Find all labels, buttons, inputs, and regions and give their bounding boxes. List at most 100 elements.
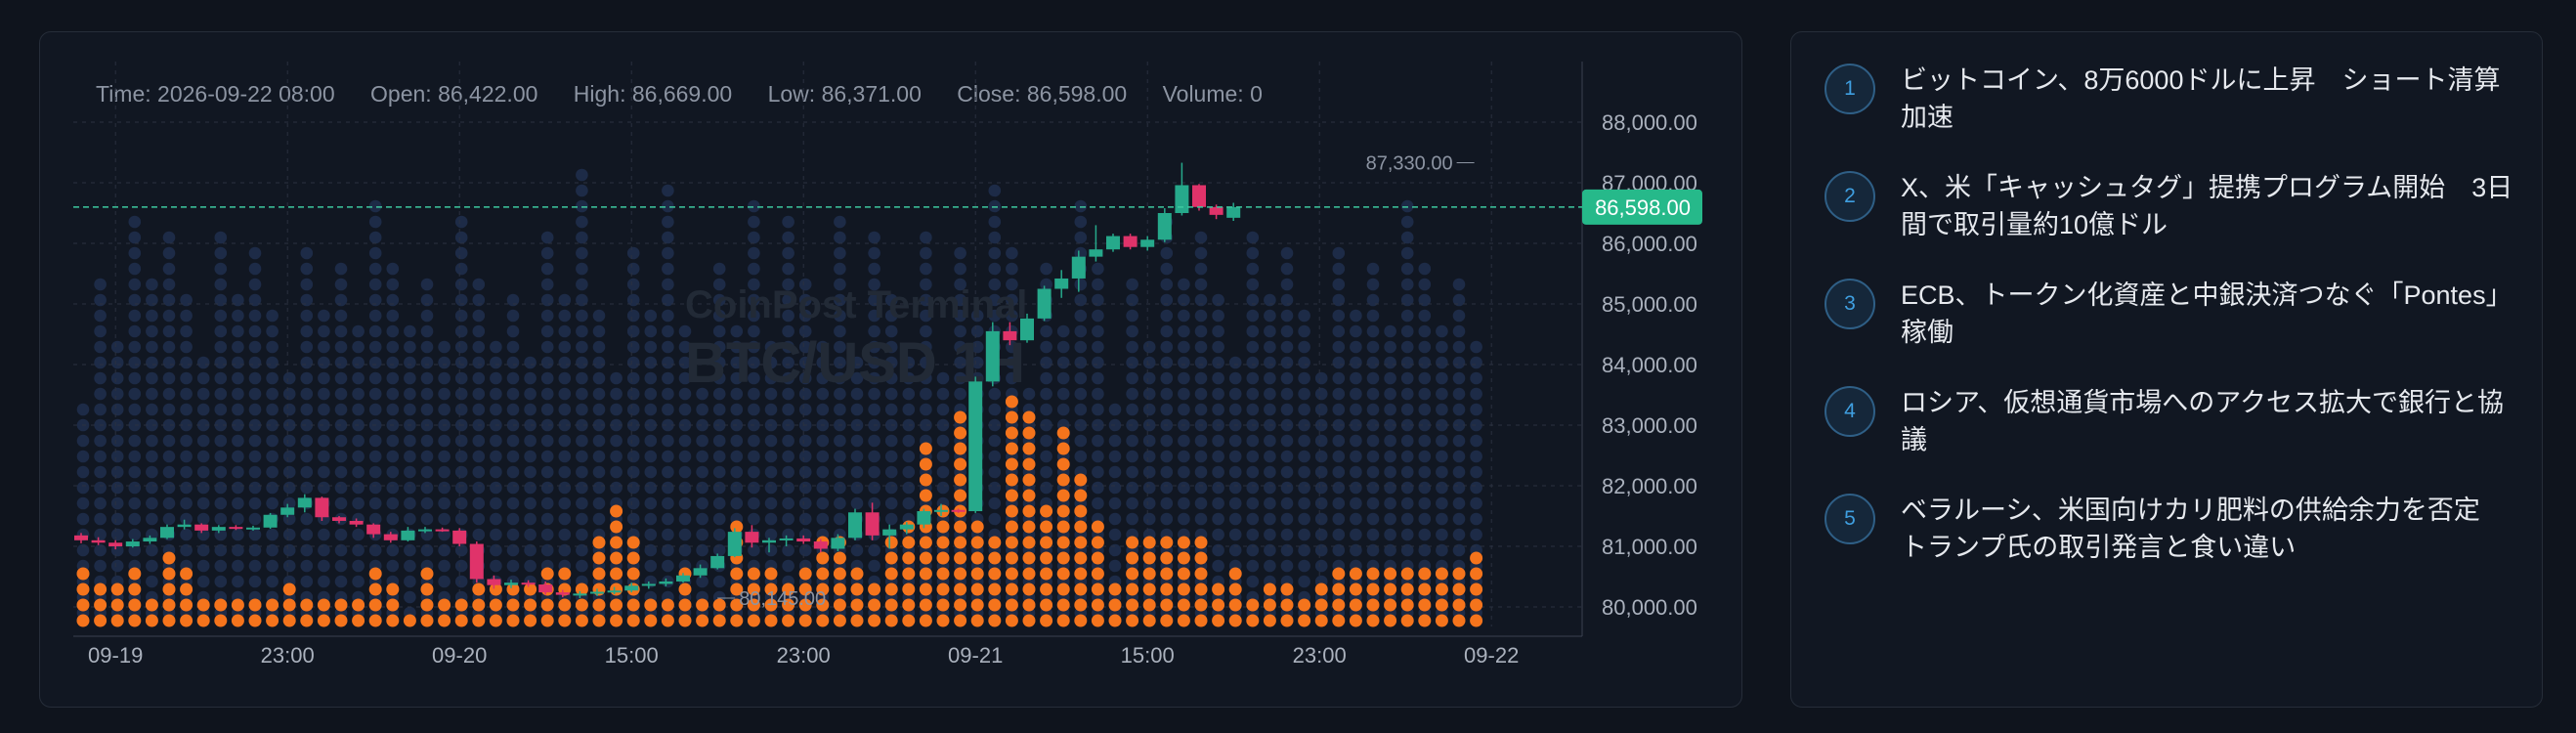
candle-body[interactable] [590,591,604,594]
candle-body[interactable] [865,512,880,536]
candle-body[interactable] [1192,185,1206,207]
candle-body[interactable] [624,585,639,591]
news-item[interactable]: 3 ECB、トークン化資産と中銀決済つなぐ「Pontes」稼働 [1825,277,2524,351]
candle-body[interactable] [246,527,260,530]
candle-body[interactable] [1209,206,1224,215]
candle-body[interactable] [676,575,690,582]
news-item[interactable]: 2 X、米「キャッシュタグ」提携プログラム開始 3日間で取引量約10億ドル [1825,169,2524,243]
candle-body[interactable] [229,527,243,530]
candle-body[interactable] [538,584,553,593]
candle-body[interactable] [401,530,415,540]
candle-body[interactable] [934,509,948,512]
price-chart[interactable]: 80,000.0081,000.0082,000.0083,000.0084,0… [40,32,1743,709]
candle-body[interactable] [573,593,587,596]
candle-body[interactable] [607,590,622,593]
candle-body[interactable] [1175,185,1189,213]
candle-body[interactable] [1020,318,1034,341]
chart-panel[interactable]: Time: 2026-09-22 08:00 Open: 86,422.00 H… [39,31,1742,708]
candle-body[interactable] [315,497,329,518]
candle-body[interactable] [125,541,140,546]
candle-body[interactable] [383,534,398,540]
candle-body[interactable] [143,538,157,542]
volume-dot-bg [1400,309,1414,323]
candle-body[interactable] [452,530,467,544]
candle-body[interactable] [1037,288,1052,319]
volume-dot-bg [110,496,124,510]
candle-body[interactable] [1157,213,1172,240]
candle-body[interactable] [882,529,897,536]
news-item[interactable]: 1 ビットコイン、8万6000ドルに上昇 ショート清算加速 [1825,62,2524,136]
candle-body[interactable] [1003,330,1017,341]
candle-body[interactable] [968,381,983,512]
news-headline[interactable]: ビットコイン、8万6000ドルに上昇 ショート清算加速 [1901,65,2501,132]
volume-dot [386,598,400,612]
candle-body[interactable] [108,542,123,546]
candle-body[interactable] [1054,278,1069,289]
news-headline[interactable]: X、米「キャッシュタグ」提携プログラム開始 3日間で取引量約10億ドル [1901,173,2513,239]
candle-body[interactable] [710,555,725,569]
candle-body[interactable] [177,524,192,528]
volume-dot-bg [454,215,468,229]
volume-dot-bg [1332,324,1346,338]
volume-dot-bg [524,528,537,541]
candle-body[interactable] [745,532,759,543]
candle-body[interactable] [263,514,278,528]
candle-body[interactable] [917,511,931,525]
candle-body[interactable] [469,543,484,580]
candle-body[interactable] [659,581,673,584]
candle-body[interactable] [1140,239,1155,247]
candle-body[interactable] [1071,256,1086,279]
candle-body[interactable] [693,568,708,576]
volume-dot [884,582,898,596]
candle-body[interactable] [332,517,346,521]
candle-body[interactable] [848,512,862,539]
news-headline[interactable]: ECB、トークン化資産と中銀決済つなぐ「Pontes」稼働 [1901,280,2512,347]
candle-body[interactable] [280,507,295,515]
candle-body[interactable] [418,529,432,532]
volume-dot [747,614,760,627]
news-headline[interactable]: ベラルーシ、米国向けカリ肥料の供給余力を否定 トランプ氏の取引発言と食い違い [1901,496,2507,562]
candle-body[interactable] [487,579,501,585]
candle-body[interactable] [435,529,450,532]
volume-dot-bg [748,387,760,401]
candle-body[interactable] [74,535,88,540]
candle-body[interactable] [211,527,226,531]
candle-body[interactable] [951,509,966,512]
candle-body[interactable] [194,524,209,531]
volume-dot [747,582,760,596]
news-item[interactable]: 4 ロシア、仮想通貨市場へのアクセス拡大で銀行と協議 [1825,384,2524,458]
candle-body[interactable] [555,592,570,595]
candle-body[interactable] [727,532,742,556]
news-item[interactable]: 5 ベラルーシ、米国向けカリ肥料の供給余力を否定 トランプ氏の取引発言と食い違い [1825,492,2524,566]
candle-body[interactable] [813,541,828,549]
candle-body[interactable] [779,538,794,540]
candle-body[interactable] [1226,206,1241,218]
candle-body[interactable] [1123,236,1138,247]
candle-body[interactable] [366,524,381,535]
volume-dot-bg [196,496,210,510]
volume-dot-bg [438,496,451,510]
candle-body[interactable] [1106,236,1120,250]
volume-dot-bg [592,403,606,416]
volume-dot-bg [834,434,846,448]
volume-dot-bg [1314,403,1328,416]
volume-dot-bg [576,340,588,354]
candle-body[interactable] [1089,249,1103,257]
candle-body[interactable] [985,330,1000,382]
candle-body[interactable] [641,583,656,586]
volume-dot [1298,598,1311,612]
news-headline[interactable]: ロシア、仮想通貨市場へのアクセス拡大で銀行と協議 [1901,388,2504,454]
candle-body[interactable] [504,582,518,585]
volume-dot [1177,582,1190,596]
volume-dot-bg [1280,293,1294,307]
volume-dot-bg [248,324,262,338]
candle-body[interactable] [831,538,845,549]
candle-body[interactable] [349,520,364,525]
candle-body[interactable] [297,497,312,508]
candle-body[interactable] [796,538,811,542]
candle-body[interactable] [521,582,536,585]
candle-body[interactable] [762,539,776,543]
candle-body[interactable] [160,527,174,539]
candle-body[interactable] [91,539,106,543]
candle-body[interactable] [899,524,914,530]
